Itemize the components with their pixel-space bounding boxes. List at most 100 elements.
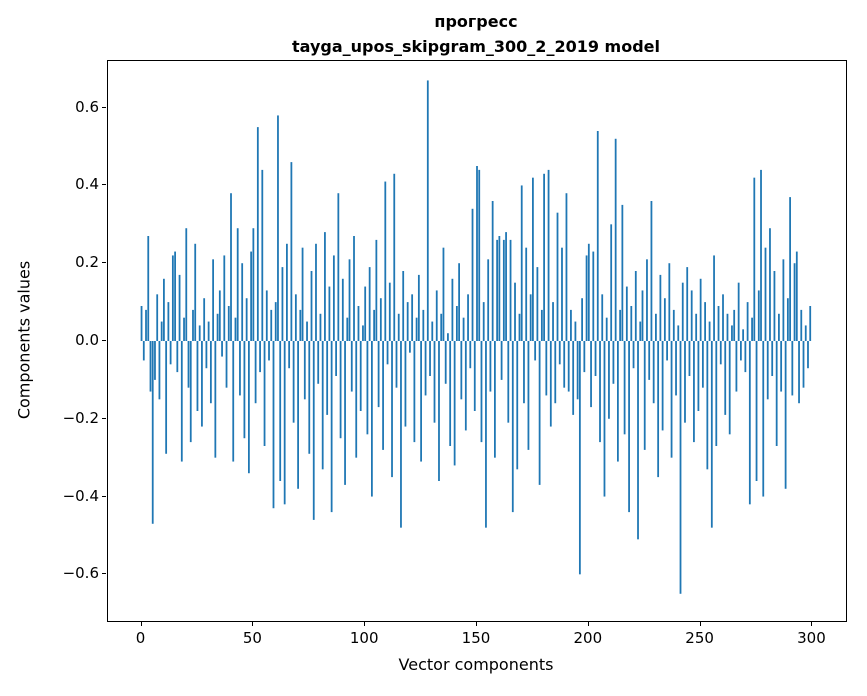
bar: [160, 321, 163, 341]
bar-series: [140, 80, 812, 594]
bar: [366, 341, 369, 435]
bar: [751, 317, 753, 341]
bar: [292, 341, 295, 423]
chart-title-line2: tayga_upos_skipgram_300_2_2019 model: [292, 36, 660, 56]
bar: [608, 341, 610, 419]
bar: [482, 302, 485, 341]
bar: [643, 341, 646, 450]
x-tick-mark: [252, 622, 254, 626]
y-tick-label: 0.0: [75, 331, 99, 349]
bar: [614, 138, 617, 341]
bar: [326, 341, 329, 415]
bar: [766, 341, 769, 400]
y-tick-label: −0.2: [62, 408, 99, 427]
x-tick-mark: [364, 622, 366, 626]
bar: [496, 239, 499, 341]
bar: [518, 313, 521, 341]
bar: [661, 341, 664, 431]
bar: [243, 341, 246, 439]
bar: [663, 298, 666, 341]
bar: [377, 341, 380, 408]
bar: [583, 341, 586, 373]
plot-area: [107, 60, 847, 622]
bar: [393, 173, 396, 341]
bar: [328, 286, 331, 341]
bar: [511, 341, 514, 513]
bar: [373, 309, 376, 341]
bar: [534, 341, 537, 361]
bar: [140, 306, 143, 341]
bar: [288, 341, 291, 369]
bar: [706, 341, 709, 470]
bar: [666, 341, 668, 361]
bar: [163, 278, 165, 341]
bar: [697, 341, 700, 411]
bar: [364, 286, 367, 341]
bar: [500, 341, 503, 380]
bar: [523, 341, 525, 404]
bar: [507, 341, 510, 423]
bar: [713, 255, 715, 341]
bar: [236, 228, 239, 341]
bar: [525, 247, 528, 341]
bar: [185, 228, 188, 341]
bar: [214, 341, 217, 458]
bar: [174, 251, 176, 341]
bar: [639, 321, 642, 341]
x-tick-mark: [476, 622, 477, 626]
bar: [388, 282, 391, 341]
bar: [563, 341, 566, 388]
bar: [221, 341, 223, 357]
bar: [552, 302, 554, 341]
bar: [561, 247, 563, 341]
bar: [453, 341, 456, 466]
bar: [695, 313, 698, 341]
bar: [265, 290, 268, 341]
bar: [337, 193, 340, 341]
bar: [218, 290, 221, 341]
y-tick-mark: [102, 184, 106, 186]
bar: [187, 341, 190, 388]
bar: [379, 298, 382, 341]
bar: [710, 341, 713, 528]
bar: [717, 306, 720, 341]
bar: [429, 341, 431, 376]
bar: [681, 282, 684, 341]
bar: [628, 341, 630, 513]
bar: [239, 341, 241, 396]
bar: [433, 341, 436, 423]
bar: [556, 212, 559, 341]
bar: [344, 341, 346, 485]
bar: [650, 201, 653, 341]
bar: [294, 294, 297, 341]
bar: [677, 325, 680, 341]
bar: [554, 341, 557, 404]
bar: [601, 294, 604, 341]
bar: [762, 341, 765, 497]
bar: [572, 341, 575, 415]
y-axis-ticks: −0.6 −0.4 −0.2 0.0 0.2 0.4 0.6: [0, 60, 99, 620]
bar: [147, 236, 150, 341]
bar: [189, 341, 192, 443]
bar: [652, 341, 655, 404]
y-tick-mark: [102, 262, 106, 264]
bar: [156, 294, 159, 341]
bar: [350, 341, 353, 392]
bar: [252, 228, 255, 341]
bar: [632, 341, 635, 369]
bar: [263, 341, 266, 446]
bar: [648, 341, 651, 380]
bar: [395, 341, 398, 388]
x-tick-mark: [811, 622, 813, 626]
bar: [576, 341, 579, 400]
bar: [494, 341, 496, 458]
bar: [386, 341, 389, 365]
bar: [272, 341, 275, 509]
bar: [668, 263, 671, 341]
x-axis-label: Vector components: [398, 655, 554, 674]
bar: [491, 201, 494, 341]
bar: [527, 341, 530, 450]
bar: [590, 341, 592, 408]
bar: [209, 341, 212, 404]
bar: [279, 341, 282, 481]
